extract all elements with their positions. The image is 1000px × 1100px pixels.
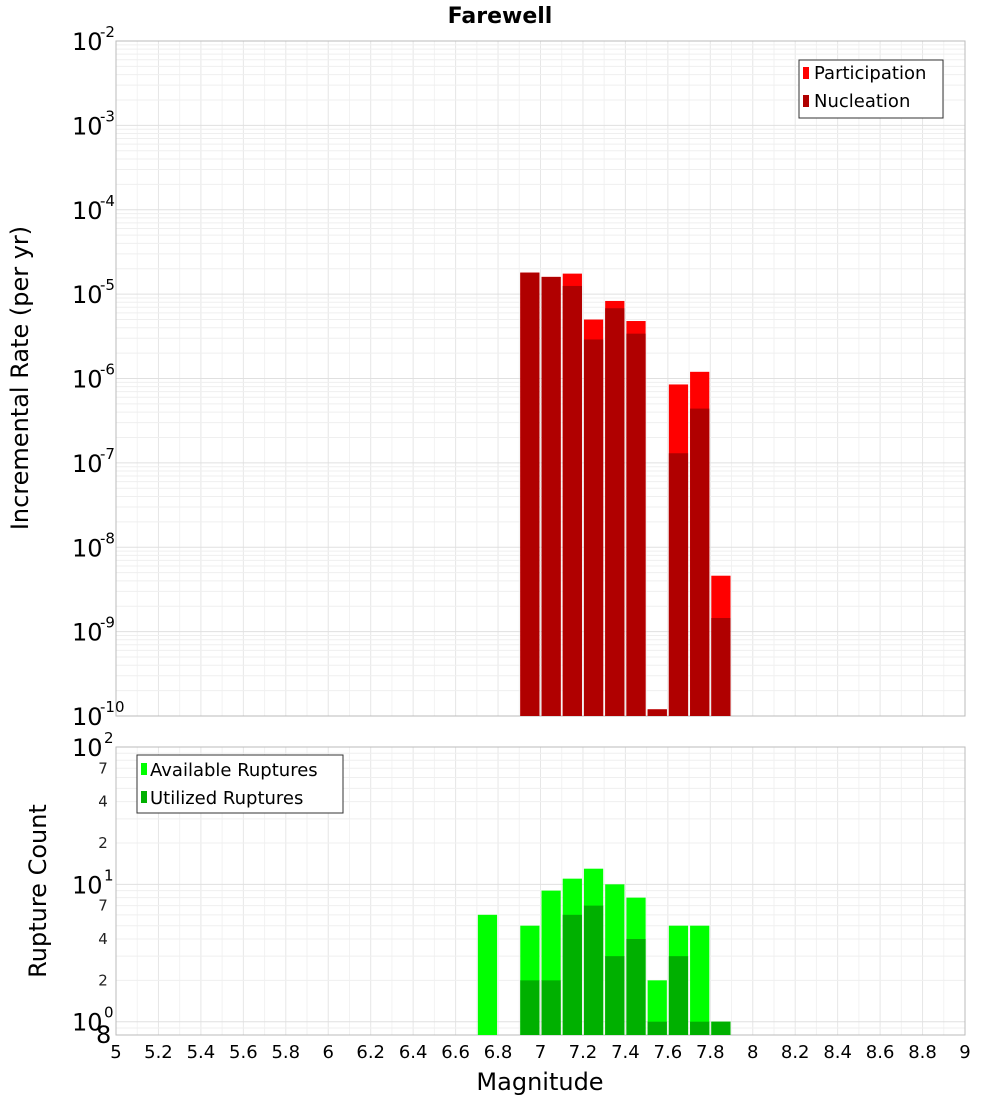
bottom-y-minor-tick-label: 7 <box>98 897 108 915</box>
legend-label-participation: Participation <box>814 63 926 84</box>
legend-label-utilized: Utilized Ruptures <box>150 788 303 809</box>
x-tick-label: 5.6 <box>229 1042 258 1063</box>
x-tick-label: 9 <box>959 1042 970 1063</box>
x-tick-label: 5.2 <box>144 1042 173 1063</box>
top-nucleation-bar <box>520 272 540 716</box>
x-tick-label: 6 <box>323 1042 334 1063</box>
top-plot-bars <box>520 272 731 716</box>
bottom-y-minor-tick-label: 4 <box>98 930 108 948</box>
top-y-tick-label: 10 <box>72 366 103 394</box>
bottom-plot-area <box>115 746 966 1036</box>
x-tick-label: 6.6 <box>441 1042 470 1063</box>
legend-swatch-participation <box>803 67 809 79</box>
top-nucleation-bar <box>690 408 710 716</box>
x-tick-label: 8.4 <box>823 1042 852 1063</box>
x-tick-labels: 5 5.2 5.4 5.6 5.8 6 6.2 6.4 6.6 6.8 7 7.2 7.4 7.6 7.8 8… <box>110 1042 970 1063</box>
bottom-available-ruptures-bar <box>477 914 498 1035</box>
bottom-utilized-ruptures-bar <box>583 905 604 1035</box>
x-tick-label: 6.8 <box>484 1042 513 1063</box>
top-nucleation-bar <box>711 618 731 716</box>
top-y-tick-exponent: -9 <box>100 614 115 632</box>
legend-label-available: Available Ruptures <box>150 760 318 781</box>
bottom-y-tick-exponent: 0 <box>104 1004 114 1022</box>
bottom-y-tick-exponent: 2 <box>104 729 114 747</box>
bottom-y-tick-label: 10 <box>72 1009 103 1037</box>
x-tick-label: 5.4 <box>187 1042 216 1063</box>
legend-label-nucleation: Nucleation <box>814 91 910 112</box>
bottom-utilized-ruptures-bar <box>690 1021 710 1035</box>
bottom-utilized-ruptures-bar <box>668 956 689 1035</box>
top-nucleation-bar <box>541 276 561 716</box>
top-y-tick-label: 10 <box>72 703 103 731</box>
top-y-tick-label: 10 <box>72 619 103 647</box>
top-y-axis-label: Incremental Rate (per yr) <box>6 226 34 530</box>
top-nucleation-bar <box>668 453 689 716</box>
bottom-y-axis-label: Rupture Count <box>24 804 52 978</box>
bottom-utilized-ruptures-bar <box>562 914 582 1035</box>
bottom-plot-bars <box>477 868 731 1035</box>
top-y-tick-exponent: -4 <box>100 192 115 210</box>
x-tick-label: 7.6 <box>654 1042 683 1063</box>
bottom-y-minor-tick-label: 2 <box>98 971 108 989</box>
x-tick-label: 5.8 <box>271 1042 300 1063</box>
x-tick-label: 8.2 <box>781 1042 810 1063</box>
x-tick-label: 7.2 <box>569 1042 598 1063</box>
bottom-y-minor-tick-label: 4 <box>98 793 108 811</box>
top-y-tick-exponent: -10 <box>100 698 125 716</box>
x-tick-label: 8.6 <box>866 1042 895 1063</box>
top-nucleation-bar <box>562 285 582 716</box>
top-y-tick-exponent: -3 <box>100 107 115 125</box>
bottom-y-tick-label: 10 <box>72 871 103 899</box>
legend-swatch-utilized <box>141 791 147 803</box>
x-tick-label: 6.2 <box>356 1042 385 1063</box>
top-y-tick-label: 10 <box>72 281 103 309</box>
bottom-utilized-ruptures-bar <box>647 1021 667 1035</box>
bottom-utilized-ruptures-bar <box>711 1021 731 1035</box>
top-nucleation-bar <box>647 709 667 716</box>
bottom-utilized-ruptures-bar <box>520 980 540 1035</box>
chart-title: Farewell <box>448 4 553 29</box>
bottom-utilized-ruptures-bar <box>605 956 625 1035</box>
bottom-available-ruptures-bar <box>647 980 667 1035</box>
top-y-tick-exponent: -6 <box>100 361 115 379</box>
top-plot-area <box>115 40 966 717</box>
bottom-utilized-ruptures-bar <box>626 939 646 1035</box>
x-tick-label: 5 <box>110 1042 121 1063</box>
x-tick-label: 7.4 <box>611 1042 640 1063</box>
bottom-utilized-ruptures-bar <box>541 980 561 1035</box>
top-y-tick-label: 10 <box>72 112 103 140</box>
x-axis-label: Magnitude <box>476 1068 603 1096</box>
top-legend: Participation Nucleation <box>798 59 944 119</box>
top-nucleation-bar <box>583 339 604 716</box>
bottom-y-tick-label: 8 <box>96 1021 111 1049</box>
top-nucleation-bar <box>605 308 625 716</box>
top-y-tick-label: 10 <box>72 534 103 562</box>
top-y-tick-exponent: -7 <box>100 445 115 463</box>
top-nucleation-bar <box>626 333 646 716</box>
legend-swatch-nucleation <box>803 95 809 107</box>
x-tick-label: 7 <box>535 1042 546 1063</box>
top-y-tick-exponent: -2 <box>100 23 115 41</box>
bottom-y-minor-tick-label: 7 <box>98 759 108 777</box>
bottom-y-tick-exponent: 1 <box>104 866 114 884</box>
top-y-tick-label: 10 <box>72 28 103 56</box>
bottom-available-ruptures-bar <box>690 925 710 1035</box>
top-y-tick-exponent: -5 <box>100 276 115 294</box>
bottom-y-tick-label: 10 <box>72 734 103 762</box>
bottom-y-minor-tick-label: 2 <box>98 834 108 852</box>
top-plot-grid <box>115 41 966 717</box>
x-tick-label: 8.8 <box>908 1042 937 1063</box>
legend-swatch-available <box>141 763 147 775</box>
x-tick-label: 6.4 <box>399 1042 428 1063</box>
bottom-legend: Available Ruptures Utilized Ruptures <box>136 754 344 814</box>
top-y-tick-exponent: -8 <box>100 529 115 547</box>
top-y-tick-label: 10 <box>72 197 103 225</box>
x-tick-label: 7.8 <box>696 1042 725 1063</box>
top-y-tick-label: 10 <box>72 450 103 478</box>
x-tick-label: 8 <box>747 1042 758 1063</box>
